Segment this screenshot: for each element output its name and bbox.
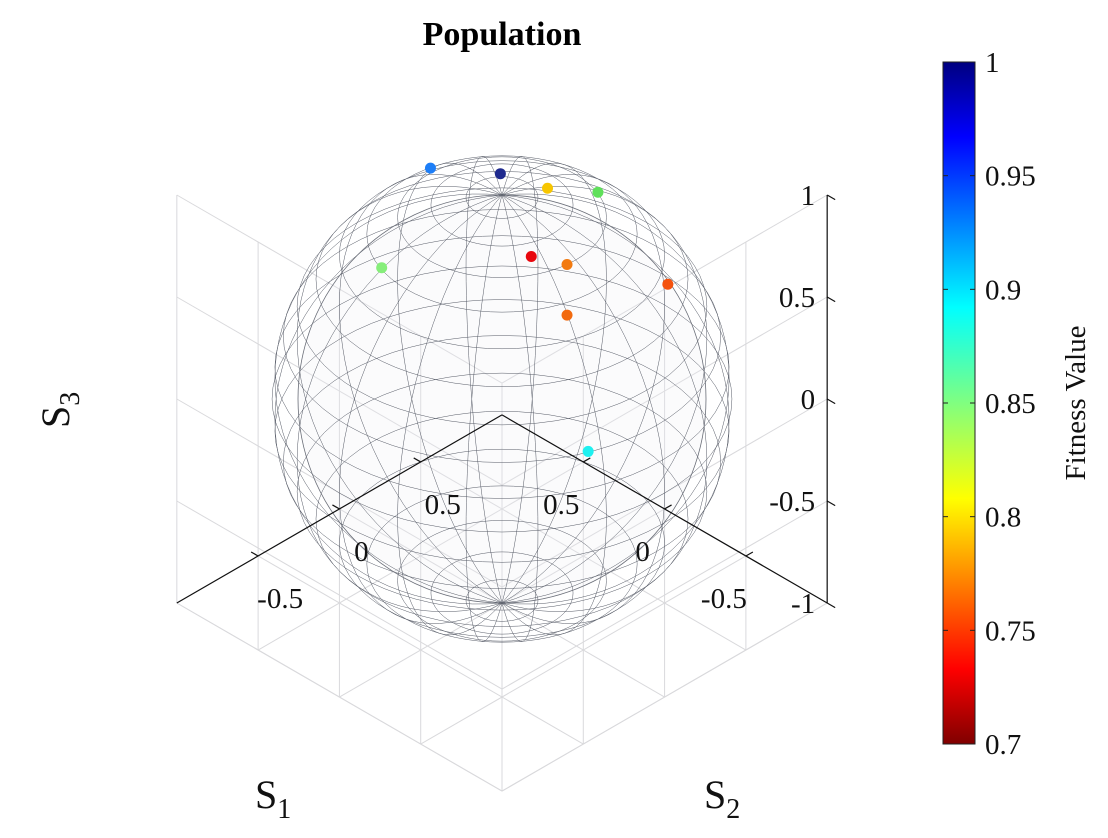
data-point	[592, 186, 604, 198]
x-tick-label: 0.5	[543, 489, 579, 521]
y-tick	[332, 504, 340, 510]
grid-line	[257, 461, 584, 651]
x-tick	[745, 551, 754, 557]
z-tick-label: -1	[791, 588, 815, 620]
grid-line	[501, 296, 828, 486]
y-tick-label: 0	[354, 536, 369, 568]
grid-line	[176, 194, 503, 384]
colorbar-tick-label: 1	[985, 47, 1000, 79]
sphere-longitude	[501, 174, 665, 604]
sphere-surface	[298, 195, 706, 603]
data-point	[525, 250, 537, 262]
x-tick	[664, 504, 672, 510]
sphere-longitude	[501, 193, 730, 604]
sphere-longitude	[501, 194, 539, 642]
z-tick	[826, 398, 836, 405]
z-tick	[826, 296, 836, 303]
colorbar-tick-label: 0.95	[985, 161, 1036, 193]
data-point	[561, 258, 573, 270]
z-axis-label: S3	[33, 392, 86, 428]
data-point	[376, 262, 388, 274]
sphere-longitude	[465, 194, 503, 642]
data-point	[662, 278, 674, 290]
data-point	[542, 182, 554, 194]
data-point	[494, 168, 506, 180]
sphere-longitude	[397, 162, 503, 604]
z-tick	[826, 602, 836, 609]
grid-line	[176, 296, 503, 486]
z-tick	[826, 500, 836, 507]
z-tick-label: 0.5	[779, 282, 815, 314]
sphere-longitude	[274, 193, 503, 604]
sphere-outline	[297, 194, 707, 604]
sphere-longitude	[501, 156, 539, 604]
colorbar-tick-label: 0.9	[985, 274, 1021, 306]
x-tick	[582, 457, 591, 463]
data-point	[561, 309, 573, 321]
z-tick-label: 1	[801, 180, 816, 212]
sphere-longitude	[465, 156, 503, 604]
colorbar-tick-label: 0.75	[985, 615, 1036, 647]
sphere-longitude	[501, 194, 708, 612]
colorbar-tick-label: 0.8	[985, 502, 1021, 534]
colorbar-tick-label: 0.85	[985, 388, 1036, 420]
data-point	[582, 445, 594, 457]
sphere-longitude	[274, 194, 503, 605]
sphere-longitude	[339, 194, 503, 624]
sphere-longitude	[501, 194, 730, 605]
sphere-longitude	[339, 174, 503, 604]
colorbar: 1 0.95 0.9 0.85 0.8 0.75 0.7 Fitness Value	[942, 47, 1092, 761]
y-tick	[413, 457, 422, 463]
sphere-wireframe	[271, 155, 733, 643]
axes: 1 0.5 0 -0.5 -1 -0.5 0 0.5 -0.5 0 0.5 S1 S2 S3	[33, 180, 836, 825]
x-tick-label: 0	[635, 536, 650, 568]
z-tick	[826, 194, 836, 201]
colorbar-tick-label: 0.7	[985, 729, 1021, 761]
sphere-longitude	[501, 186, 708, 604]
grid-line	[501, 194, 828, 384]
sphere-longitude	[397, 194, 503, 636]
z-tick-label: 0	[801, 384, 816, 416]
grid-line	[420, 461, 747, 651]
sphere-longitude	[296, 194, 503, 612]
sphere-longitude	[501, 162, 607, 604]
sphere-longitude	[501, 194, 607, 636]
chart-title: Population	[423, 16, 582, 53]
z-tick-label: -0.5	[769, 486, 815, 518]
y-axis-label: S2	[704, 772, 740, 825]
y-tick-label: 0.5	[425, 489, 461, 521]
colorbar-label: Fitness Value	[1060, 326, 1092, 481]
y-tick-label: -0.5	[257, 583, 303, 615]
y-tick	[250, 551, 259, 557]
colorbar-ticks: 1 0.95 0.9 0.85 0.8 0.75 0.7	[943, 47, 1036, 761]
sphere-longitude	[501, 194, 665, 624]
data-point	[424, 162, 436, 174]
sphere-longitude	[296, 186, 503, 604]
data-points	[376, 162, 674, 457]
x-tick-label: -0.5	[701, 583, 747, 615]
x-axis-label: S1	[255, 772, 291, 825]
